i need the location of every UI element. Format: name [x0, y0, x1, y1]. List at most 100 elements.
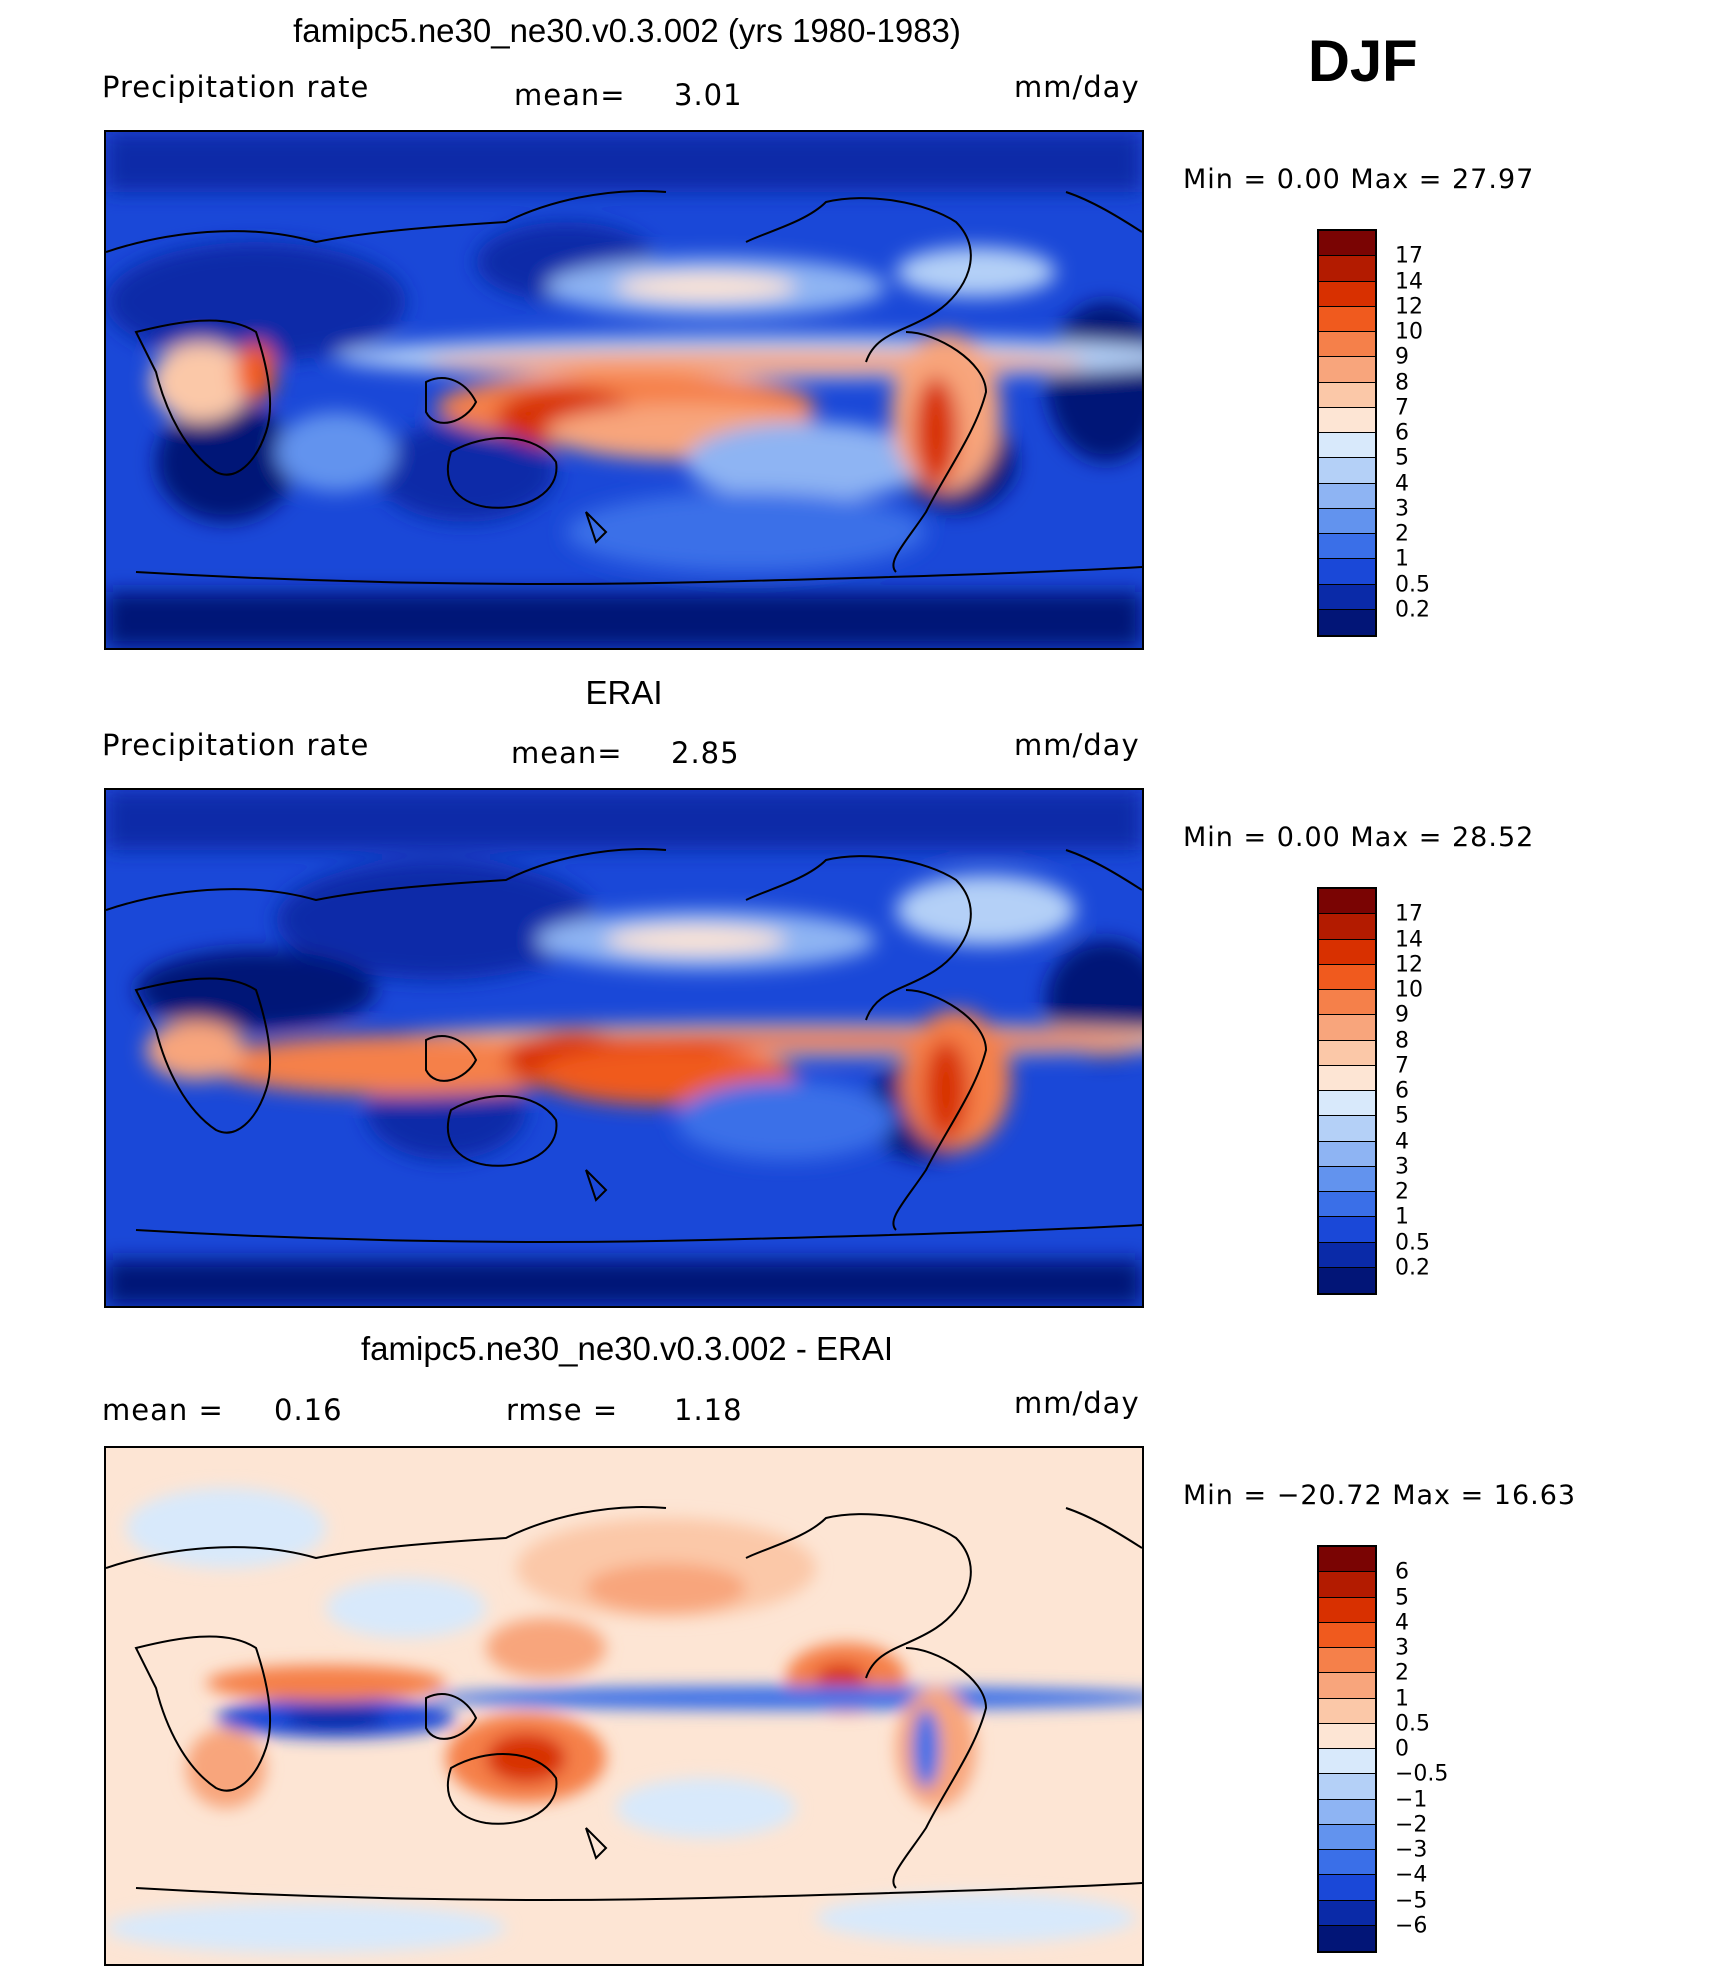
top-colorbar-tick-label: 4 [1395, 471, 1409, 496]
top-colorbar-segment [1319, 281, 1375, 307]
top-colorbar-segment [1319, 231, 1375, 257]
diff-colorbar-tick-label: 1 [1395, 1686, 1409, 1711]
diff-colorbar-segment [1319, 1900, 1375, 1926]
top-colorbar-tick-label: 8 [1395, 370, 1409, 395]
top-colorbar-segment [1319, 609, 1375, 635]
diff-colorbar-tick-label: 3 [1395, 1635, 1409, 1661]
diff-colorbar-segment [1319, 1547, 1375, 1573]
diff-colorbar-segment [1319, 1824, 1375, 1850]
mid-colorbar-tick-label: 6 [1395, 1078, 1409, 1104]
diff-colorbar-tick-label: 5 [1395, 1585, 1409, 1610]
mid-colorbar-tick-label: 14 [1395, 927, 1423, 952]
mid-colorbar-tick-label: 3 [1395, 1154, 1409, 1180]
bottom-rmse-value: 1.18 [674, 1393, 743, 1427]
top-mean-value: 3.01 [674, 78, 743, 112]
top-colorbar-tick-label: 0.2 [1395, 597, 1430, 623]
diff-colorbar-tick-label: −5 [1395, 1888, 1428, 1913]
diff-colorbar-segment [1319, 1774, 1375, 1800]
diff-colorbar-tick-label: −4 [1395, 1862, 1428, 1888]
mid-units: mm/day [1014, 728, 1140, 762]
top-panel-title: famipc5.ne30_ne30.v0.3.002 (yrs 1980-198… [293, 12, 961, 49]
mid-panel-title: ERAI [585, 674, 663, 711]
mid-colorbar-tick-label: 2 [1395, 1179, 1409, 1205]
diff-colorbar-tick-label: 0.5 [1395, 1711, 1430, 1737]
top-colorbar-tick-label: 5 [1395, 445, 1409, 471]
top-colorbar-tick-label: 10 [1395, 319, 1423, 345]
mid-colorbar-tick-label: 17 [1395, 901, 1423, 927]
mid-colorbar-segment [1319, 1166, 1375, 1192]
mid-mean-label: mean= [511, 736, 623, 770]
diff-colorbar-segment [1319, 1749, 1375, 1775]
mid-colorbar-segment [1319, 1192, 1375, 1218]
top-colorbar-tick-label: 12 [1395, 294, 1423, 320]
mid-colorbar-segment [1319, 990, 1375, 1016]
mid-colorbar-tick-label: 0.2 [1395, 1255, 1430, 1281]
top-minmax: Min = 0.00 Max = 27.97 [1183, 164, 1535, 195]
top-colorbar-segment [1319, 382, 1375, 408]
diff-colorbar-segment [1319, 1723, 1375, 1749]
top-colorbar-segment [1319, 458, 1375, 484]
top-colorbar-tick-label: 14 [1395, 269, 1423, 294]
diff-colorbar-segment [1319, 1572, 1375, 1598]
bottom-panel-title: famipc5.ne30_ne30.v0.3.002 - ERAI [360, 1330, 894, 1367]
diff-colorbar-segment [1319, 1698, 1375, 1724]
top-colorbar-tick-label: 6 [1395, 420, 1409, 446]
diff-colorbar-tick-label: −6 [1395, 1913, 1428, 1939]
mid-colorbar-tick-label: 10 [1395, 977, 1423, 1003]
diff-colorbar-segment [1319, 1673, 1375, 1699]
top-colorbar-segment [1319, 534, 1375, 560]
top-colorbar-tick-label: 17 [1395, 243, 1423, 269]
top-colorbar-segment [1319, 407, 1375, 433]
top-colorbar-segment [1319, 433, 1375, 459]
diff-colorbar-segment [1319, 1648, 1375, 1674]
mid-precip-map [104, 788, 1144, 1308]
diff-colorbar-segment [1319, 1925, 1375, 1951]
mid-colorbar-tick-label: 7 [1395, 1053, 1409, 1079]
mid-colorbar [1317, 887, 1377, 1295]
top-mean-label: mean= [514, 78, 626, 112]
mid-colorbar-segment [1319, 1091, 1375, 1117]
mid-colorbar-tick-label: 4 [1395, 1129, 1409, 1154]
top-colorbar-tick-label: 9 [1395, 344, 1409, 370]
bottom-diff-map [104, 1446, 1144, 1966]
mid-colorbar-segment [1319, 964, 1375, 990]
top-colorbar-segment [1319, 559, 1375, 585]
bottom-rmse-label: rmse = [506, 1393, 619, 1427]
mid-colorbar-tick-label: 1 [1395, 1204, 1409, 1230]
mid-colorbar-tick-label: 8 [1395, 1028, 1409, 1053]
diff-colorbar-segment [1319, 1850, 1375, 1876]
diff-colorbar [1317, 1545, 1377, 1953]
bottom-mean-label: mean = [102, 1393, 224, 1427]
diff-colorbar-tick-label: −1 [1395, 1787, 1428, 1812]
mid-mean-value: 2.85 [671, 736, 740, 770]
top-colorbar-tick-label: 7 [1395, 395, 1409, 421]
bottom-mean-value: 0.16 [274, 1393, 343, 1427]
top-colorbar-segment [1319, 584, 1375, 610]
mid-colorbar-segment [1319, 914, 1375, 940]
diff-colorbar-segment [1319, 1875, 1375, 1901]
top-units: mm/day [1014, 70, 1140, 104]
mid-colorbar-segment [1319, 1267, 1375, 1293]
bottom-minmax: Min = −20.72 Max = 16.63 [1183, 1480, 1577, 1511]
mid-colorbar-segment [1319, 1217, 1375, 1243]
diff-colorbar-segment [1319, 1622, 1375, 1648]
diff-colorbar-tick-label: 4 [1395, 1610, 1409, 1636]
top-colorbar-tick-label: 0.5 [1395, 572, 1430, 597]
top-colorbar-segment [1319, 256, 1375, 282]
top-colorbar-segment [1319, 332, 1375, 358]
mid-minmax: Min = 0.00 Max = 28.52 [1183, 822, 1535, 853]
top-colorbar-segment [1319, 306, 1375, 332]
mid-colorbar-tick-label: 12 [1395, 952, 1423, 978]
diff-colorbar-tick-label: 2 [1395, 1660, 1409, 1686]
top-colorbar-segment [1319, 508, 1375, 534]
diff-colorbar-tick-label: −3 [1395, 1837, 1428, 1863]
mid-colorbar-segment [1319, 939, 1375, 965]
bottom-units: mm/day [1014, 1386, 1140, 1420]
mid-colorbar-tick-label: 0.5 [1395, 1230, 1430, 1255]
mid-colorbar-segment [1319, 1141, 1375, 1167]
top-colorbar-tick-label: 1 [1395, 546, 1409, 572]
top-variable-label: Precipitation rate [102, 70, 370, 104]
mid-colorbar-segment [1319, 1242, 1375, 1268]
diff-colorbar-tick-label: 0 [1395, 1736, 1409, 1762]
diff-colorbar-tick-label: 6 [1395, 1559, 1409, 1585]
